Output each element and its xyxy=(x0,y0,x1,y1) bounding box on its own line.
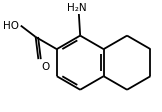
Text: H₂N: H₂N xyxy=(67,3,87,13)
Text: O: O xyxy=(42,61,50,71)
Text: HO: HO xyxy=(3,21,19,30)
